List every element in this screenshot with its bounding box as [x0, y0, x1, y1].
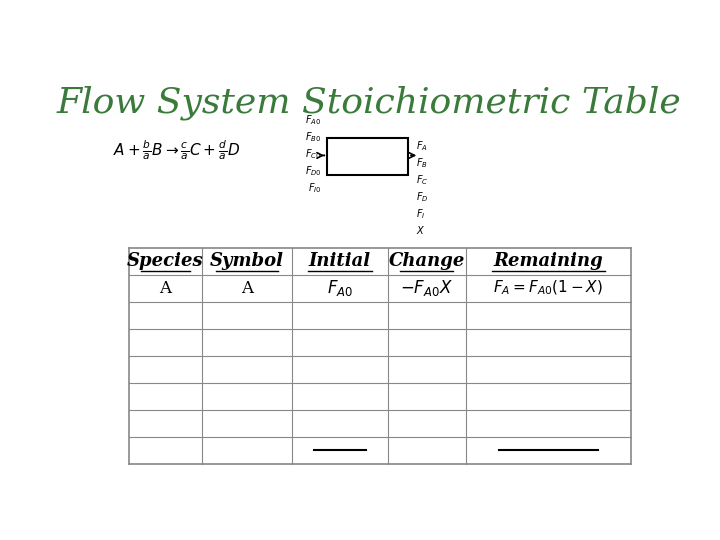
- Text: Flow System Stoichiometric Table: Flow System Stoichiometric Table: [57, 85, 681, 120]
- Text: A: A: [241, 280, 253, 297]
- Text: $F_A = F_{A0}(1-X)$: $F_A = F_{A0}(1-X)$: [493, 279, 603, 298]
- Text: Change: Change: [388, 252, 465, 270]
- Text: $-F_{A0}X$: $-F_{A0}X$: [400, 278, 453, 298]
- Text: $F_{A0}$
$F_{B0}$
$F_{C0}$
$F_{D0}$
$F_{I0}$: $F_{A0}$ $F_{B0}$ $F_{C0}$ $F_{D0}$ $F_{…: [305, 114, 322, 195]
- Text: Symbol: Symbol: [210, 252, 284, 270]
- Text: Species: Species: [127, 252, 204, 270]
- Text: Remaining: Remaining: [493, 252, 603, 270]
- Text: A: A: [159, 280, 171, 297]
- Text: Initial: Initial: [309, 252, 371, 270]
- Text: $A + \frac{b}{a}B \rightarrow \frac{c}{a}C + \frac{d}{a}D$: $A + \frac{b}{a}B \rightarrow \frac{c}{a…: [113, 138, 240, 162]
- Bar: [327, 138, 408, 175]
- Text: $F_{A0}$: $F_{A0}$: [327, 278, 353, 298]
- Text: $F_A$
$F_B$
$F_C$
$F_D$
$F_I$
$X$: $F_A$ $F_B$ $F_C$ $F_D$ $F_I$ $X$: [416, 140, 429, 235]
